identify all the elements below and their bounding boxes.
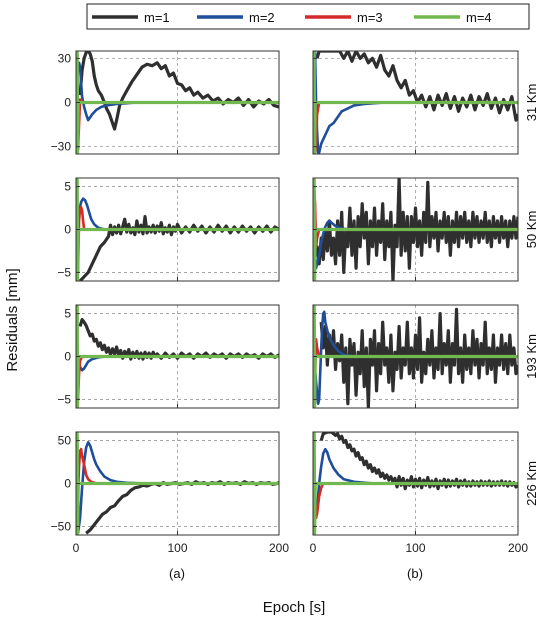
column-label-b: (b) bbox=[407, 566, 423, 581]
y-tick-label: 0 bbox=[64, 350, 71, 364]
panel-50km-a: 5 0 −5 bbox=[57, 177, 280, 282]
legend-entry: m=2 bbox=[249, 10, 275, 25]
row-label: 50 Km bbox=[524, 211, 539, 249]
y-tick-label: 30 bbox=[58, 51, 72, 65]
series-line-m=1 bbox=[78, 215, 279, 281]
column-label-a: (a) bbox=[169, 566, 185, 581]
panel-31km-a: 30 0 −30 bbox=[51, 50, 280, 155]
legend-entry: m=3 bbox=[357, 10, 383, 25]
y-tick-label: 0 bbox=[64, 477, 71, 491]
y-tick-label: 5 bbox=[64, 307, 71, 321]
x-tick-label: 200 bbox=[508, 541, 528, 555]
x-tick-label: 0 bbox=[73, 541, 80, 555]
panel-50km-b bbox=[312, 177, 519, 282]
y-axis-label: Residuals [mm] bbox=[4, 268, 21, 371]
x-tick-label: 100 bbox=[167, 541, 187, 555]
x-axis-label: Epoch [s] bbox=[263, 599, 326, 616]
panel-193km-b bbox=[312, 304, 519, 409]
panel-226km-a: 500−500 100 200 bbox=[51, 431, 289, 555]
x-tick-label: 100 bbox=[405, 541, 425, 555]
series-line-m=1 bbox=[319, 307, 518, 408]
series-line-m=2 bbox=[313, 310, 518, 406]
y-tick-label: −50 bbox=[51, 519, 72, 533]
panel-31km-b bbox=[312, 50, 519, 155]
legend-entry: m=1 bbox=[144, 10, 170, 25]
series-line-m=1 bbox=[78, 51, 279, 131]
row-label: 31 Km bbox=[524, 84, 539, 122]
y-tick-label: 5 bbox=[64, 180, 71, 194]
series-line-m=2 bbox=[313, 219, 518, 270]
y-tick-label: 0 bbox=[64, 223, 71, 237]
y-tick-label: −5 bbox=[57, 265, 71, 279]
row-label: 226 Km bbox=[524, 461, 539, 506]
legend-entry: m=4 bbox=[466, 10, 492, 25]
series-line-m=1 bbox=[313, 178, 518, 281]
y-tick-label: −30 bbox=[51, 140, 72, 154]
y-tick-label: 0 bbox=[64, 96, 71, 110]
y-tick-label: 50 bbox=[58, 434, 72, 448]
row-label: 193 Km bbox=[524, 334, 539, 379]
y-tick-label: −5 bbox=[57, 392, 71, 406]
x-tick-label: 0 bbox=[310, 541, 317, 555]
panel-226km-b: 0 100 200 bbox=[310, 431, 528, 555]
legend: m=1 m=2 m=3 m=4 bbox=[86, 3, 530, 30]
x-tick-label: 200 bbox=[269, 541, 289, 555]
panel-193km-a: 5 0 −5 bbox=[57, 304, 280, 409]
